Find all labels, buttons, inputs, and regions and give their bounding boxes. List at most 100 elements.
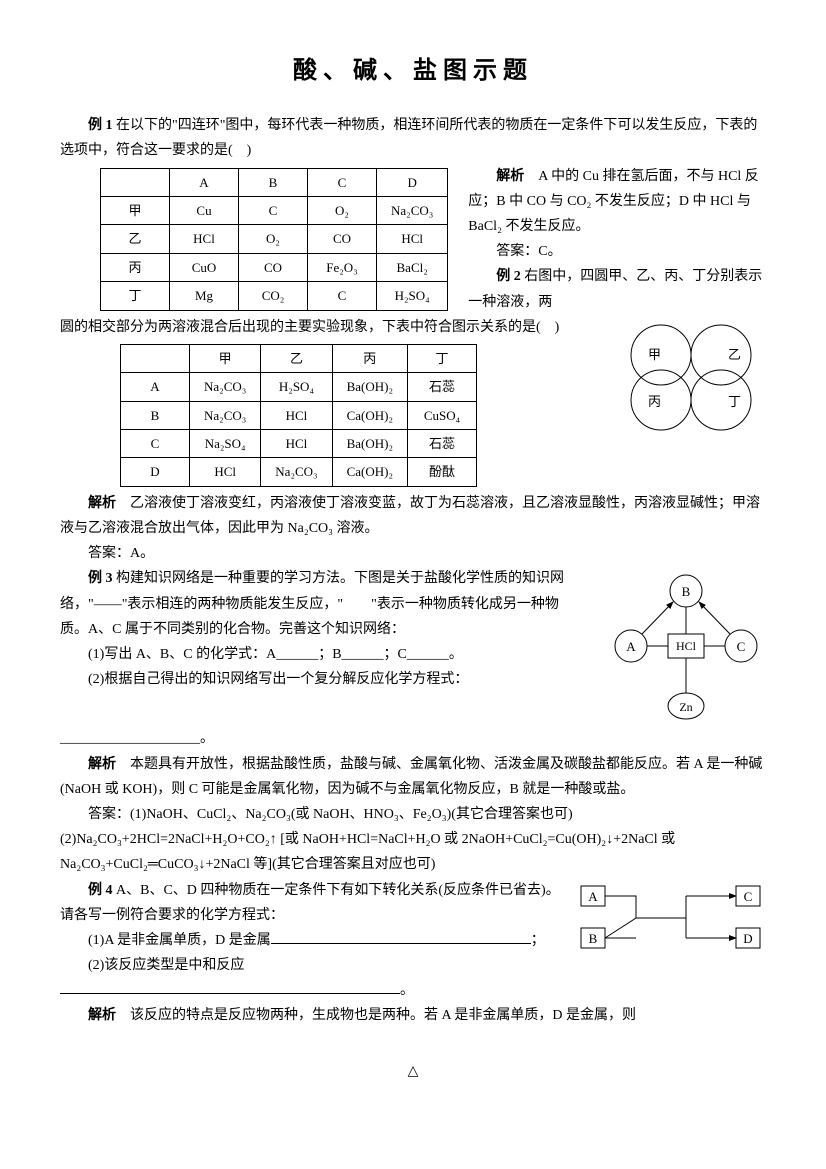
ex2-explain-label: 解析 <box>88 496 116 511</box>
node-a4: A <box>588 889 598 904</box>
t1-r2c3: Fe₂O₃ <box>308 253 377 281</box>
t1-r2c2: CO <box>239 253 308 281</box>
ex1-answer-text: C。 <box>538 244 561 259</box>
ex2-answer-label: 答案： <box>88 546 130 561</box>
t1-r1c3: CO <box>308 225 377 253</box>
t1-r0c4: Na₂CO₃ <box>377 196 448 224</box>
t1-r1c1: HCl <box>170 225 239 253</box>
t2-r1c4: CuSO₄ <box>408 401 477 429</box>
ex1-answer-label: 答案： <box>496 244 538 259</box>
ex2-label: 例 2 <box>496 269 521 284</box>
ex3-q2-tail: ____________________。 <box>60 726 766 751</box>
ex2-stem-a: 例 2 右图中，四圆甲、乙、丙、丁分别表示一种溶液，两 <box>468 264 766 314</box>
ex3-answer-label: 答案： <box>88 807 130 822</box>
t1-h2: B <box>239 168 308 196</box>
venn-jia: 甲 <box>648 347 661 362</box>
t1-h4: D <box>377 168 448 196</box>
blank <box>60 979 400 994</box>
t2-h3: 丙 <box>332 344 407 372</box>
ex4-label: 例 4 <box>88 883 113 898</box>
venn-yi: 乙 <box>728 347 741 362</box>
t1-h1: A <box>170 168 239 196</box>
t2-r0c0: A <box>121 373 190 401</box>
ex1-stem-text: 在以下的"四连环"图中，每环代表一种物质，相连环间所代表的物质在一定条件下可以发… <box>60 118 757 158</box>
t2-r2c2: HCl <box>261 430 332 458</box>
t2-r1c3: Ca(OH)₂ <box>332 401 407 429</box>
ex3-explain-label: 解析 <box>88 757 116 772</box>
t2-r2c1: Na₂SO₄ <box>190 430 261 458</box>
ex2-table: 甲 乙 丙 丁 A Na₂CO₃ H₂SO₄ Ba(OH)₂ 石蕊 B Na₂C… <box>120 344 477 487</box>
node-hcl: HCl <box>676 639 697 653</box>
t1-r2c1: CuO <box>170 253 239 281</box>
ex4-q2: (2)该反应类型是中和反应。 <box>60 953 564 1003</box>
t1-r3c4: H₂SO₄ <box>377 282 448 310</box>
abcd-conversion-diagram: A B C D <box>576 878 766 958</box>
ex3-q1: (1)写出 A、B、C 的化学式：A______；B______；C______… <box>60 642 586 667</box>
t1-r3c1: Mg <box>170 282 239 310</box>
ex4-stem: 例 4 A、B、C、D 四种物质在一定条件下有如下转化关系(反应条件已省去)。请… <box>60 878 564 928</box>
t2-r3c1: HCl <box>190 458 261 486</box>
ex3-explain: 解析 本题具有开放性，根据盐酸性质，盐酸与碱、金属氧化物、活泼金属及碳酸盐都能反… <box>60 752 766 802</box>
node-c4: C <box>744 889 753 904</box>
t1-r1c2: O₂ <box>239 225 308 253</box>
t1-r1c4: HCl <box>377 225 448 253</box>
t2-r0c2: H₂SO₄ <box>261 373 332 401</box>
venn-bing: 丙 <box>648 394 661 409</box>
blank <box>271 929 531 944</box>
ex1-stem: 例 1 在以下的"四连环"图中，每环代表一种物质，相连环间所代表的物质在一定条件… <box>60 113 766 163</box>
node-b4: B <box>589 931 598 946</box>
footer-triangle-icon: △ <box>60 1059 766 1084</box>
node-b: B <box>682 584 691 599</box>
ex2-answer: 答案：A。 <box>60 541 766 566</box>
node-a: A <box>626 639 636 654</box>
ex1-explain-label: 解析 <box>496 169 524 184</box>
t1-r0c3: O₂ <box>308 196 377 224</box>
t2-h2: 乙 <box>261 344 332 372</box>
ex4-stem-text: A、B、C、D 四种物质在一定条件下有如下转化关系(反应条件已省去)。请各写一例… <box>60 883 560 923</box>
ex2-stem-b: 圆的相交部分为两溶液混合后出现的主要实验现象，下表中符合图示关系的是( ) <box>60 315 604 340</box>
t2-r2c3: Ba(OH)₂ <box>332 430 407 458</box>
t1-r0c1: Cu <box>170 196 239 224</box>
t1-h3: C <box>308 168 377 196</box>
t1-r3c0: 丁 <box>101 282 170 310</box>
t2-r0c1: Na₂CO₃ <box>190 373 261 401</box>
ex1-table: A B C D 甲 Cu C O₂ Na₂CO₃ 乙 HCl O₂ CO HCl… <box>100 168 448 311</box>
t2-r2c4: 石蕊 <box>408 430 477 458</box>
page-title: 酸、碱、盐图示题 <box>60 50 766 93</box>
t2-r1c0: B <box>121 401 190 429</box>
t1-r2c0: 丙 <box>101 253 170 281</box>
ex4-explain: 解析 该反应的特点是反应物两种，生成物也是两种。若 A 是非金属单质，D 是金属… <box>60 1003 766 1028</box>
venn-diagram: 甲 乙 丙 丁 <box>616 315 766 435</box>
ex2-explain-text: 乙溶液使丁溶液变红，丙溶液使丁溶液变蓝，故丁为石蕊溶液，且乙溶液显酸性，丙溶液显… <box>60 496 760 536</box>
node-d4: D <box>743 931 752 946</box>
ex4-q1-text: (1)A 是非金属单质，D 是金属 <box>88 933 271 948</box>
ex4-explain-label: 解析 <box>88 1008 116 1023</box>
ex1-answer: 答案：C。 <box>468 239 766 264</box>
t2-r2c0: C <box>121 430 190 458</box>
hcl-network-diagram: B A C HCl Zn <box>606 566 766 726</box>
node-c: C <box>737 639 746 654</box>
ex4-explain-text: 该反应的特点是反应物两种，生成物也是两种。若 A 是非金属单质，D 是金属，则 <box>130 1008 636 1023</box>
ex2-answer-text: A。 <box>130 546 154 561</box>
t2-r0c3: Ba(OH)₂ <box>332 373 407 401</box>
ex3-explain-text: 本题具有开放性，根据盐酸性质，盐酸与碱、金属氧化物、活泼金属及碳酸盐都能反应。若… <box>60 757 762 797</box>
t2-h1: 甲 <box>190 344 261 372</box>
ex3-q2: (2)根据自己得出的知识网络写出一个复分解反应化学方程式： <box>60 667 586 692</box>
t1-r2c4: BaCl₂ <box>377 253 448 281</box>
t1-r0c0: 甲 <box>101 196 170 224</box>
ex3-answer-text: (1)NaOH、CuCl₂、Na₂CO₃(或 NaOH、HNO₃、Fe₂O₃)(… <box>60 807 675 872</box>
ex4-q2-text: (2)该反应类型是中和反应 <box>88 958 244 973</box>
t1-r1c0: 乙 <box>101 225 170 253</box>
t1-r0c2: C <box>239 196 308 224</box>
ex4-q1: (1)A 是非金属单质，D 是金属 ； <box>60 928 564 953</box>
ex3-stem-text: 构建知识网络是一种重要的学习方法。下图是关于盐酸化学性质的知识网络，"——"表示… <box>60 571 564 636</box>
venn-ding: 丁 <box>728 394 741 409</box>
ex4-q1-tail: ； <box>531 933 545 948</box>
t2-h4: 丁 <box>408 344 477 372</box>
ex1-label: 例 1 <box>88 118 113 133</box>
ex3-stem: 例 3 构建知识网络是一种重要的学习方法。下图是关于盐酸化学性质的知识网络，"—… <box>60 566 586 642</box>
t2-r1c1: Na₂CO₃ <box>190 401 261 429</box>
ex3-answer: 答案：(1)NaOH、CuCl₂、Na₂CO₃(或 NaOH、HNO₃、Fe₂O… <box>60 802 766 878</box>
t1-h0 <box>101 168 170 196</box>
t2-r3c0: D <box>121 458 190 486</box>
